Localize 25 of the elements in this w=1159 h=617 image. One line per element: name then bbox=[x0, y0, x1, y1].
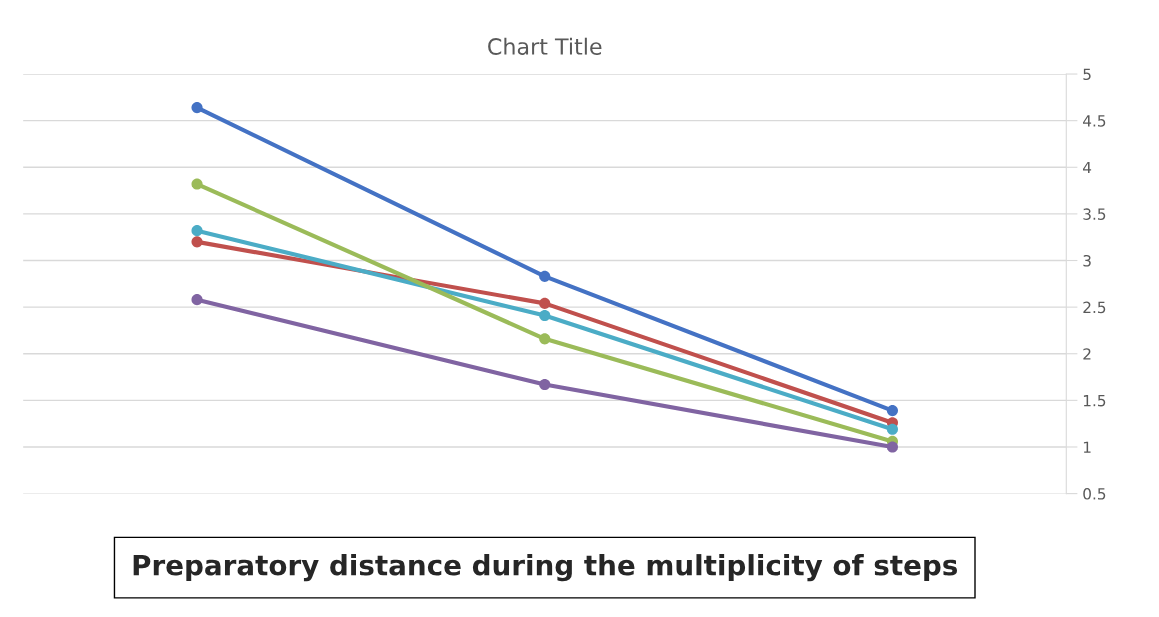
point bbox=[886, 405, 898, 417]
y-tick-label: 1.5 bbox=[1083, 395, 1106, 407]
point bbox=[191, 225, 203, 237]
y-tick-label: 4 bbox=[1083, 161, 1092, 174]
point bbox=[539, 270, 551, 282]
y-tick-label: 2 bbox=[1083, 348, 1091, 360]
point bbox=[539, 378, 551, 391]
point bbox=[191, 294, 203, 306]
y-tick-label: 2.5 bbox=[1083, 301, 1106, 314]
point bbox=[191, 102, 203, 114]
point bbox=[886, 423, 898, 435]
point bbox=[191, 236, 203, 248]
point bbox=[191, 178, 203, 190]
point bbox=[539, 309, 551, 322]
text: Preparatory distance during the multiplicity of steps bbox=[133, 554, 958, 582]
y-tick-label: 4.5 bbox=[1083, 115, 1106, 127]
chart-title: Chart Title bbox=[488, 37, 602, 55]
point bbox=[539, 333, 551, 345]
y-tick-label: 3.5 bbox=[1083, 208, 1106, 220]
y-tick-label: 1 bbox=[1083, 441, 1091, 453]
y-tick-label: 0.5 bbox=[1083, 488, 1106, 500]
point bbox=[886, 441, 898, 453]
y-tick-label: 3 bbox=[1083, 254, 1091, 267]
point bbox=[539, 297, 551, 309]
y-tick-label: 5 bbox=[1083, 68, 1091, 81]
